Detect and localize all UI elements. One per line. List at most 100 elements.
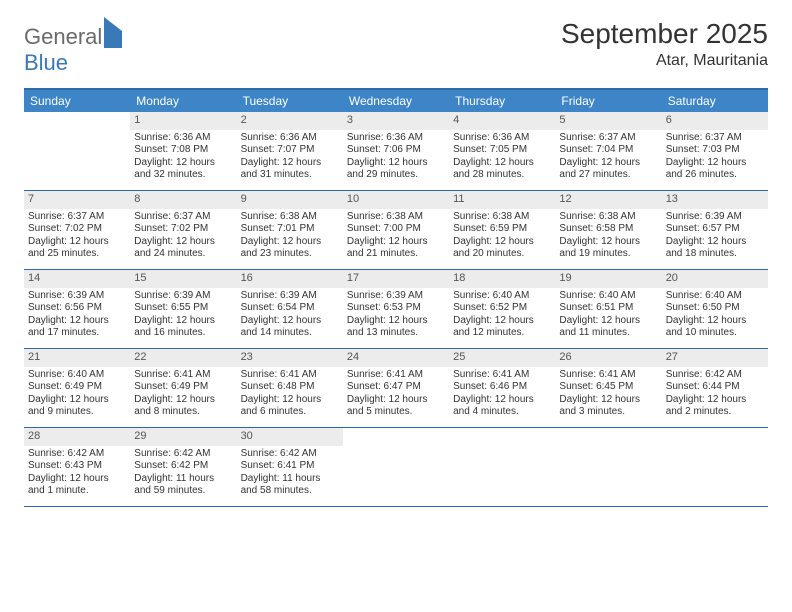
day-sr: Sunrise: 6:42 AM [666,369,764,382]
day-d1: Daylight: 12 hours [134,157,232,170]
day-ss: Sunset: 6:55 PM [134,302,232,315]
day-number: 3 [343,112,449,130]
day-d1: Daylight: 12 hours [453,236,551,249]
day-cell: 20Sunrise: 6:40 AMSunset: 6:50 PMDayligh… [662,270,768,348]
day-sr: Sunrise: 6:39 AM [134,290,232,303]
day-d2: and 13 minutes. [347,327,445,340]
day-cell: 25Sunrise: 6:41 AMSunset: 6:46 PMDayligh… [449,349,555,427]
day-ss: Sunset: 7:06 PM [347,144,445,157]
day-d2: and 2 minutes. [666,406,764,419]
logo-text: General Blue [24,24,122,76]
day-d1: Daylight: 12 hours [241,394,339,407]
day-ss: Sunset: 7:02 PM [28,223,126,236]
day-sr: Sunrise: 6:36 AM [347,132,445,145]
day-cell [555,428,661,506]
day-d2: and 18 minutes. [666,248,764,261]
brand-part2: Blue [24,50,68,75]
day-d1: Daylight: 12 hours [28,236,126,249]
day-ss: Sunset: 6:50 PM [666,302,764,315]
day-d1: Daylight: 12 hours [28,473,126,486]
day-ss: Sunset: 7:05 PM [453,144,551,157]
day-number: 21 [24,349,130,367]
day-cell: 29Sunrise: 6:42 AMSunset: 6:42 PMDayligh… [130,428,236,506]
day-sr: Sunrise: 6:37 AM [134,211,232,224]
day-d1: Daylight: 12 hours [347,315,445,328]
dayhead-fri: Friday [555,90,661,112]
day-cell: 11Sunrise: 6:38 AMSunset: 6:59 PMDayligh… [449,191,555,269]
day-ss: Sunset: 6:49 PM [134,381,232,394]
day-d1: Daylight: 12 hours [241,315,339,328]
day-d2: and 6 minutes. [241,406,339,419]
day-d2: and 12 minutes. [453,327,551,340]
day-d1: Daylight: 12 hours [347,236,445,249]
day-d2: and 24 minutes. [134,248,232,261]
day-cell: 10Sunrise: 6:38 AMSunset: 7:00 PMDayligh… [343,191,449,269]
day-ss: Sunset: 6:45 PM [559,381,657,394]
day-number: 19 [555,270,661,288]
week-row: 21Sunrise: 6:40 AMSunset: 6:49 PMDayligh… [24,349,768,428]
day-d2: and 14 minutes. [241,327,339,340]
day-cell: 21Sunrise: 6:40 AMSunset: 6:49 PMDayligh… [24,349,130,427]
day-cell: 24Sunrise: 6:41 AMSunset: 6:47 PMDayligh… [343,349,449,427]
day-d1: Daylight: 12 hours [559,315,657,328]
day-sr: Sunrise: 6:42 AM [241,448,339,461]
day-d1: Daylight: 12 hours [241,236,339,249]
calendar-page: General Blue September 2025 Atar, Maurit… [0,0,792,525]
day-cell: 28Sunrise: 6:42 AMSunset: 6:43 PMDayligh… [24,428,130,506]
day-sr: Sunrise: 6:41 AM [241,369,339,382]
day-d1: Daylight: 12 hours [241,157,339,170]
dayhead-tue: Tuesday [237,90,343,112]
day-ss: Sunset: 6:46 PM [453,381,551,394]
day-number: 6 [662,112,768,130]
day-d2: and 20 minutes. [453,248,551,261]
day-number: 30 [237,428,343,446]
day-number: 2 [237,112,343,130]
day-number: 14 [24,270,130,288]
dayhead-sun: Sunday [24,90,130,112]
day-d1: Daylight: 12 hours [666,157,764,170]
day-d1: Daylight: 12 hours [666,394,764,407]
day-d2: and 17 minutes. [28,327,126,340]
day-cell: 6Sunrise: 6:37 AMSunset: 7:03 PMDaylight… [662,112,768,190]
day-number: 4 [449,112,555,130]
day-d2: and 26 minutes. [666,169,764,182]
day-ss: Sunset: 6:47 PM [347,381,445,394]
day-cell [343,428,449,506]
day-sr: Sunrise: 6:37 AM [559,132,657,145]
day-number: 10 [343,191,449,209]
brand-part1: General [24,24,102,49]
day-cell: 18Sunrise: 6:40 AMSunset: 6:52 PMDayligh… [449,270,555,348]
day-d1: Daylight: 12 hours [134,394,232,407]
day-number: 24 [343,349,449,367]
day-sr: Sunrise: 6:41 AM [453,369,551,382]
day-ss: Sunset: 6:51 PM [559,302,657,315]
logo-triangle-icon [104,17,122,48]
day-ss: Sunset: 7:08 PM [134,144,232,157]
day-number: 12 [555,191,661,209]
day-cell: 30Sunrise: 6:42 AMSunset: 6:41 PMDayligh… [237,428,343,506]
dayhead-mon: Monday [130,90,236,112]
day-header-row: Sunday Monday Tuesday Wednesday Thursday… [24,90,768,112]
day-d1: Daylight: 12 hours [453,394,551,407]
dayhead-thu: Thursday [449,90,555,112]
day-d1: Daylight: 12 hours [134,315,232,328]
day-ss: Sunset: 6:43 PM [28,460,126,473]
day-sr: Sunrise: 6:42 AM [134,448,232,461]
day-number: 11 [449,191,555,209]
day-d2: and 19 minutes. [559,248,657,261]
dayhead-sat: Saturday [662,90,768,112]
day-number: 5 [555,112,661,130]
day-ss: Sunset: 7:07 PM [241,144,339,157]
day-number: 26 [555,349,661,367]
day-cell: 22Sunrise: 6:41 AMSunset: 6:49 PMDayligh… [130,349,236,427]
day-number: 15 [130,270,236,288]
day-number: 16 [237,270,343,288]
day-d1: Daylight: 12 hours [28,315,126,328]
day-number: 29 [130,428,236,446]
day-ss: Sunset: 6:58 PM [559,223,657,236]
day-d1: Daylight: 12 hours [347,157,445,170]
day-d1: Daylight: 12 hours [559,157,657,170]
day-number: 17 [343,270,449,288]
day-sr: Sunrise: 6:40 AM [559,290,657,303]
day-number: 1 [130,112,236,130]
